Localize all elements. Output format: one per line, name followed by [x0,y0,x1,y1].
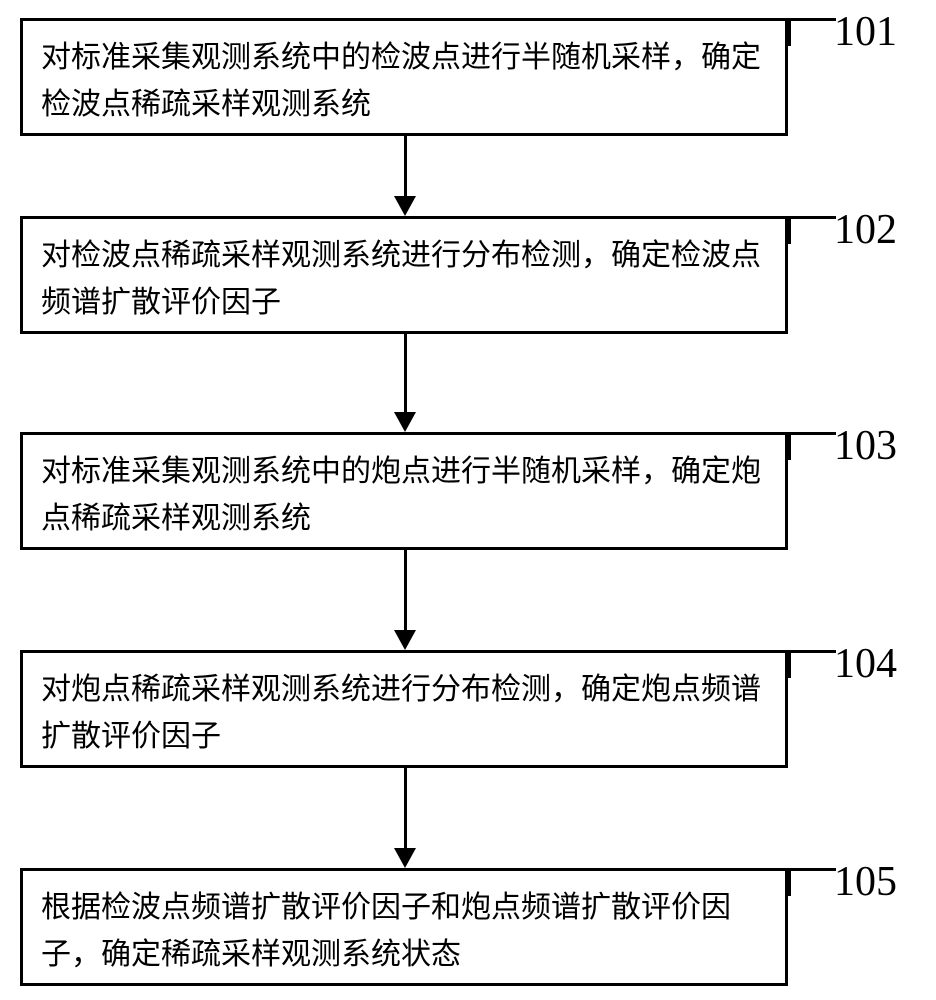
label-connector-104 [788,650,836,678]
step-box-103: 对标准采集观测系统中的炮点进行半随机采样，确定炮点稀疏采样观测系统 [20,432,788,550]
arrow-line-1 [404,334,407,412]
step-box-102: 对检波点稀疏采样观测系统进行分布检测，确定检波点频谱扩散评价因子 [20,216,788,334]
arrow-head-1 [394,412,416,432]
step-box-101: 对标准采集观测系统中的检波点进行半随机采样，确定检波点稀疏采样观测系统 [20,18,788,136]
flowchart-container: 对标准采集观测系统中的检波点进行半随机采样，确定检波点稀疏采样观测系统 101 对检… [0,0,936,1000]
label-connector-103 [788,432,836,460]
step-label-101: 101 [834,8,897,56]
step-label-105: 105 [834,858,897,906]
step-label-103: 103 [834,422,897,470]
arrow-line-2 [404,550,407,630]
step-box-104: 对炮点稀疏采样观测系统进行分布检测，确定炮点频谱扩散评价因子 [20,650,788,768]
arrow-line-3 [404,768,407,848]
label-connector-105 [788,868,836,896]
step-box-105: 根据检波点频谱扩散评价因子和炮点频谱扩散评价因子，确定稀疏采样观测系统状态 [20,868,788,986]
label-connector-102 [788,216,836,244]
arrow-head-2 [394,630,416,650]
arrow-head-3 [394,848,416,868]
label-connector-101 [788,18,836,46]
arrow-line-0 [404,136,407,196]
arrow-head-0 [394,196,416,216]
step-label-102: 102 [834,206,897,254]
step-label-104: 104 [834,640,897,688]
